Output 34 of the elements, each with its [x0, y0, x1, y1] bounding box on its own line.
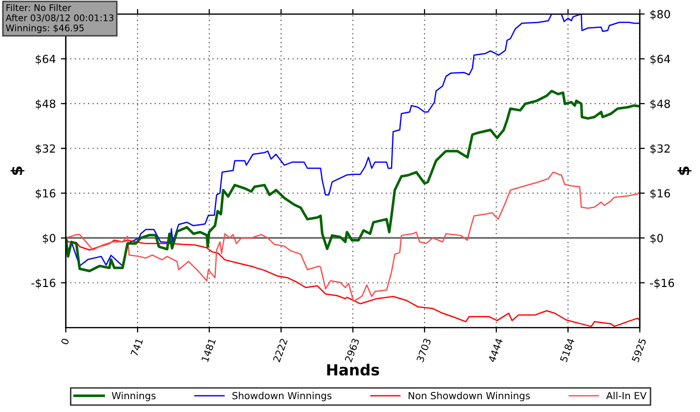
- legend-label: Non Showdown Winnings: [408, 392, 530, 402]
- y2-tick-label: $64: [650, 54, 670, 65]
- x-tick-label: 5184: [560, 338, 575, 362]
- y-tick-label: $48: [36, 99, 56, 110]
- x-tick-label: 2222: [272, 338, 288, 362]
- y-tick-label: -$16: [31, 278, 56, 289]
- y-tick-label: $0: [42, 234, 56, 244]
- annotation: After 03/08/12 00:01:13: [6, 14, 114, 22]
- y2-tick-label: $32: [650, 144, 670, 154]
- line-series: [66, 90, 640, 272]
- legend-label: All-In EV: [606, 392, 647, 400]
- x-tick-label: 741: [130, 338, 143, 356]
- y2-tick-label: $80: [650, 10, 670, 20]
- y2-tick-label: -$16: [650, 278, 674, 289]
- y-axis-title: $: [10, 166, 24, 175]
- x-axis-title: Hands: [327, 364, 380, 376]
- y2-tick-label: $0: [650, 234, 663, 244]
- text: Filter: No Filter: [6, 4, 72, 12]
- y2-tick-label: $16: [650, 188, 670, 200]
- legend-label: Winnings: [112, 392, 156, 402]
- x-tick-label: 3703: [416, 338, 432, 362]
- x-tick-label: 4444: [488, 338, 503, 363]
- annotation: Winnings: $46.95: [6, 24, 84, 34]
- y-tick-label: $32: [36, 144, 55, 154]
- x-tick-label: 2963: [344, 338, 360, 362]
- line-series: [66, 172, 640, 302]
- legend-label: Showdown Winnings: [232, 392, 332, 402]
- x-tick-label: 1481: [201, 338, 216, 362]
- y2-axis-title: $: [678, 166, 692, 175]
- y2-tick-label: $48: [650, 99, 670, 110]
- y-tick-label: $16: [36, 188, 56, 200]
- x-tick-label: 5925: [632, 338, 646, 362]
- y-tick-label: $64: [36, 54, 56, 65]
- x-tick-label: 0: [60, 338, 70, 346]
